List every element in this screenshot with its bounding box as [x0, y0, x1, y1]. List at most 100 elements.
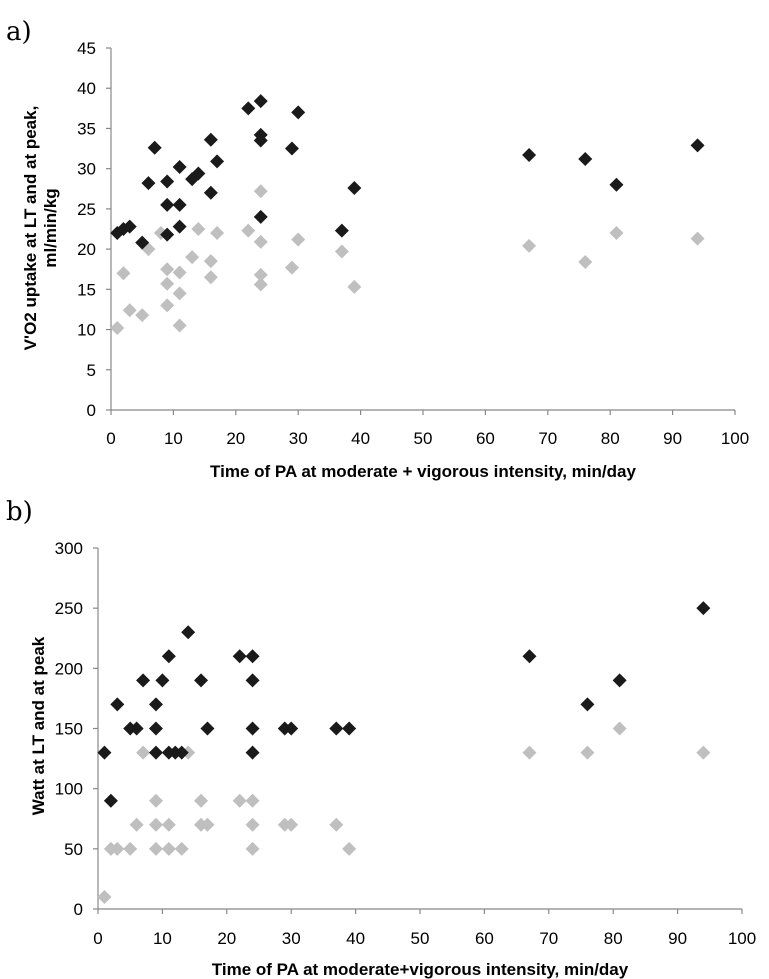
peak-point [291, 105, 306, 120]
lt-point [232, 793, 247, 808]
lt-point [135, 308, 150, 323]
peak-point [160, 197, 175, 212]
x-tick-label: 60 [475, 929, 494, 948]
lt-point [172, 286, 187, 301]
peak-point [148, 721, 163, 736]
y-tick-label: 25 [77, 200, 96, 219]
peak-point [110, 697, 125, 712]
y-axis-title: V'O2 uptake at LT and at peak,ml/min/kg [21, 106, 60, 351]
peak-point [696, 601, 711, 616]
x-axis-title: Time of PA at moderate+vigorous intensit… [212, 960, 629, 979]
lt-point [253, 234, 268, 249]
peak-point [129, 721, 144, 736]
y-tick-label: 150 [55, 720, 83, 739]
x-tick-label: 40 [351, 429, 370, 448]
x-tick-label: 0 [106, 429, 115, 448]
peak-point [203, 185, 218, 200]
lt-point [342, 841, 357, 856]
peak-point [245, 673, 260, 688]
peak-point [148, 745, 163, 760]
x-tick-label: 100 [728, 929, 756, 948]
peak-point [284, 141, 299, 156]
peak-point [609, 177, 624, 192]
peak-point [122, 219, 137, 234]
lt-point [203, 254, 218, 269]
chart-panel-a: a) 0 5 10 15 20 25 30 35 40 45 0 10 20 30 40 50 60 70 80 90 1… [6, 17, 749, 481]
x-tick-label: 80 [604, 929, 623, 948]
lt-point [347, 279, 362, 294]
lt-point [185, 250, 200, 265]
y-tick-label: 20 [77, 240, 96, 259]
x-tick-label: 100 [721, 429, 749, 448]
peak-point [181, 625, 196, 640]
peak-point [136, 673, 151, 688]
lt-point [253, 277, 268, 292]
y-axis-title-line: Watt at LT and at peak [29, 636, 48, 815]
peak-point [334, 223, 349, 238]
y-tick-label: 45 [77, 39, 96, 58]
y-tick-label: 300 [55, 539, 83, 558]
x-tick-label: 70 [539, 929, 558, 948]
y-tick-label: 15 [77, 280, 96, 299]
peak-point [232, 649, 247, 664]
peak-point [103, 793, 118, 808]
peak-point [97, 745, 112, 760]
y-tick-label: 30 [77, 160, 96, 179]
x-tick-label: 70 [538, 429, 557, 448]
lt-point [609, 226, 624, 241]
lt-point [172, 318, 187, 333]
lt-point [690, 231, 705, 246]
lt-point [110, 320, 125, 335]
lt-point [334, 244, 349, 259]
peak-point [210, 154, 225, 169]
y-axis-title-line: ml/min/kg [41, 188, 60, 267]
y-axis-title: Watt at LT and at peak [29, 636, 48, 815]
peak-point [245, 721, 260, 736]
lt-point [210, 226, 225, 241]
lt-point [245, 793, 260, 808]
y-tick-label: 5 [87, 361, 96, 380]
lt-point [200, 817, 215, 832]
peak-point [578, 152, 593, 167]
x-axis-title: Time of PA at moderate + vigorous intens… [210, 462, 636, 481]
y-tick-label: 250 [55, 599, 83, 618]
y-tick-label: 35 [77, 119, 96, 138]
lt-point [253, 267, 268, 282]
lt-point [148, 817, 163, 832]
lt-point [97, 889, 112, 904]
panel-label: a) [6, 17, 32, 47]
peak-point [155, 673, 170, 688]
peak-point [160, 227, 175, 242]
peak-point [253, 209, 268, 224]
peak-point [690, 138, 705, 153]
y-tick-label: 0 [87, 401, 96, 420]
lt-point [245, 817, 260, 832]
lt-point [129, 817, 144, 832]
panel-label: b) [6, 497, 33, 527]
peak-point [172, 219, 187, 234]
peak-point [200, 721, 215, 736]
peak-point [612, 673, 627, 688]
lt-point [522, 745, 537, 760]
peak-point [245, 745, 260, 760]
peak-point [284, 721, 299, 736]
x-tick-label: 90 [668, 929, 687, 948]
peak-point [147, 140, 162, 155]
peak-point [174, 745, 189, 760]
y-tick-label: 10 [77, 321, 96, 340]
lt-point [160, 262, 175, 277]
peak-point [347, 180, 362, 195]
chart-panel-b: b) 0 50 100 150 200 250 300 0 10 20 30 40 50 60 70 80 90 1… [6, 497, 756, 979]
peak-point [253, 94, 268, 109]
lt-point [160, 276, 175, 291]
peak-point [253, 127, 268, 142]
peak-point [245, 649, 260, 664]
x-tick-label: 20 [226, 429, 245, 448]
x-tick-label: 20 [217, 929, 236, 948]
peak-point [141, 176, 156, 191]
lt-point [612, 721, 627, 736]
peak-point [580, 697, 595, 712]
y-tick-label: 200 [55, 659, 83, 678]
